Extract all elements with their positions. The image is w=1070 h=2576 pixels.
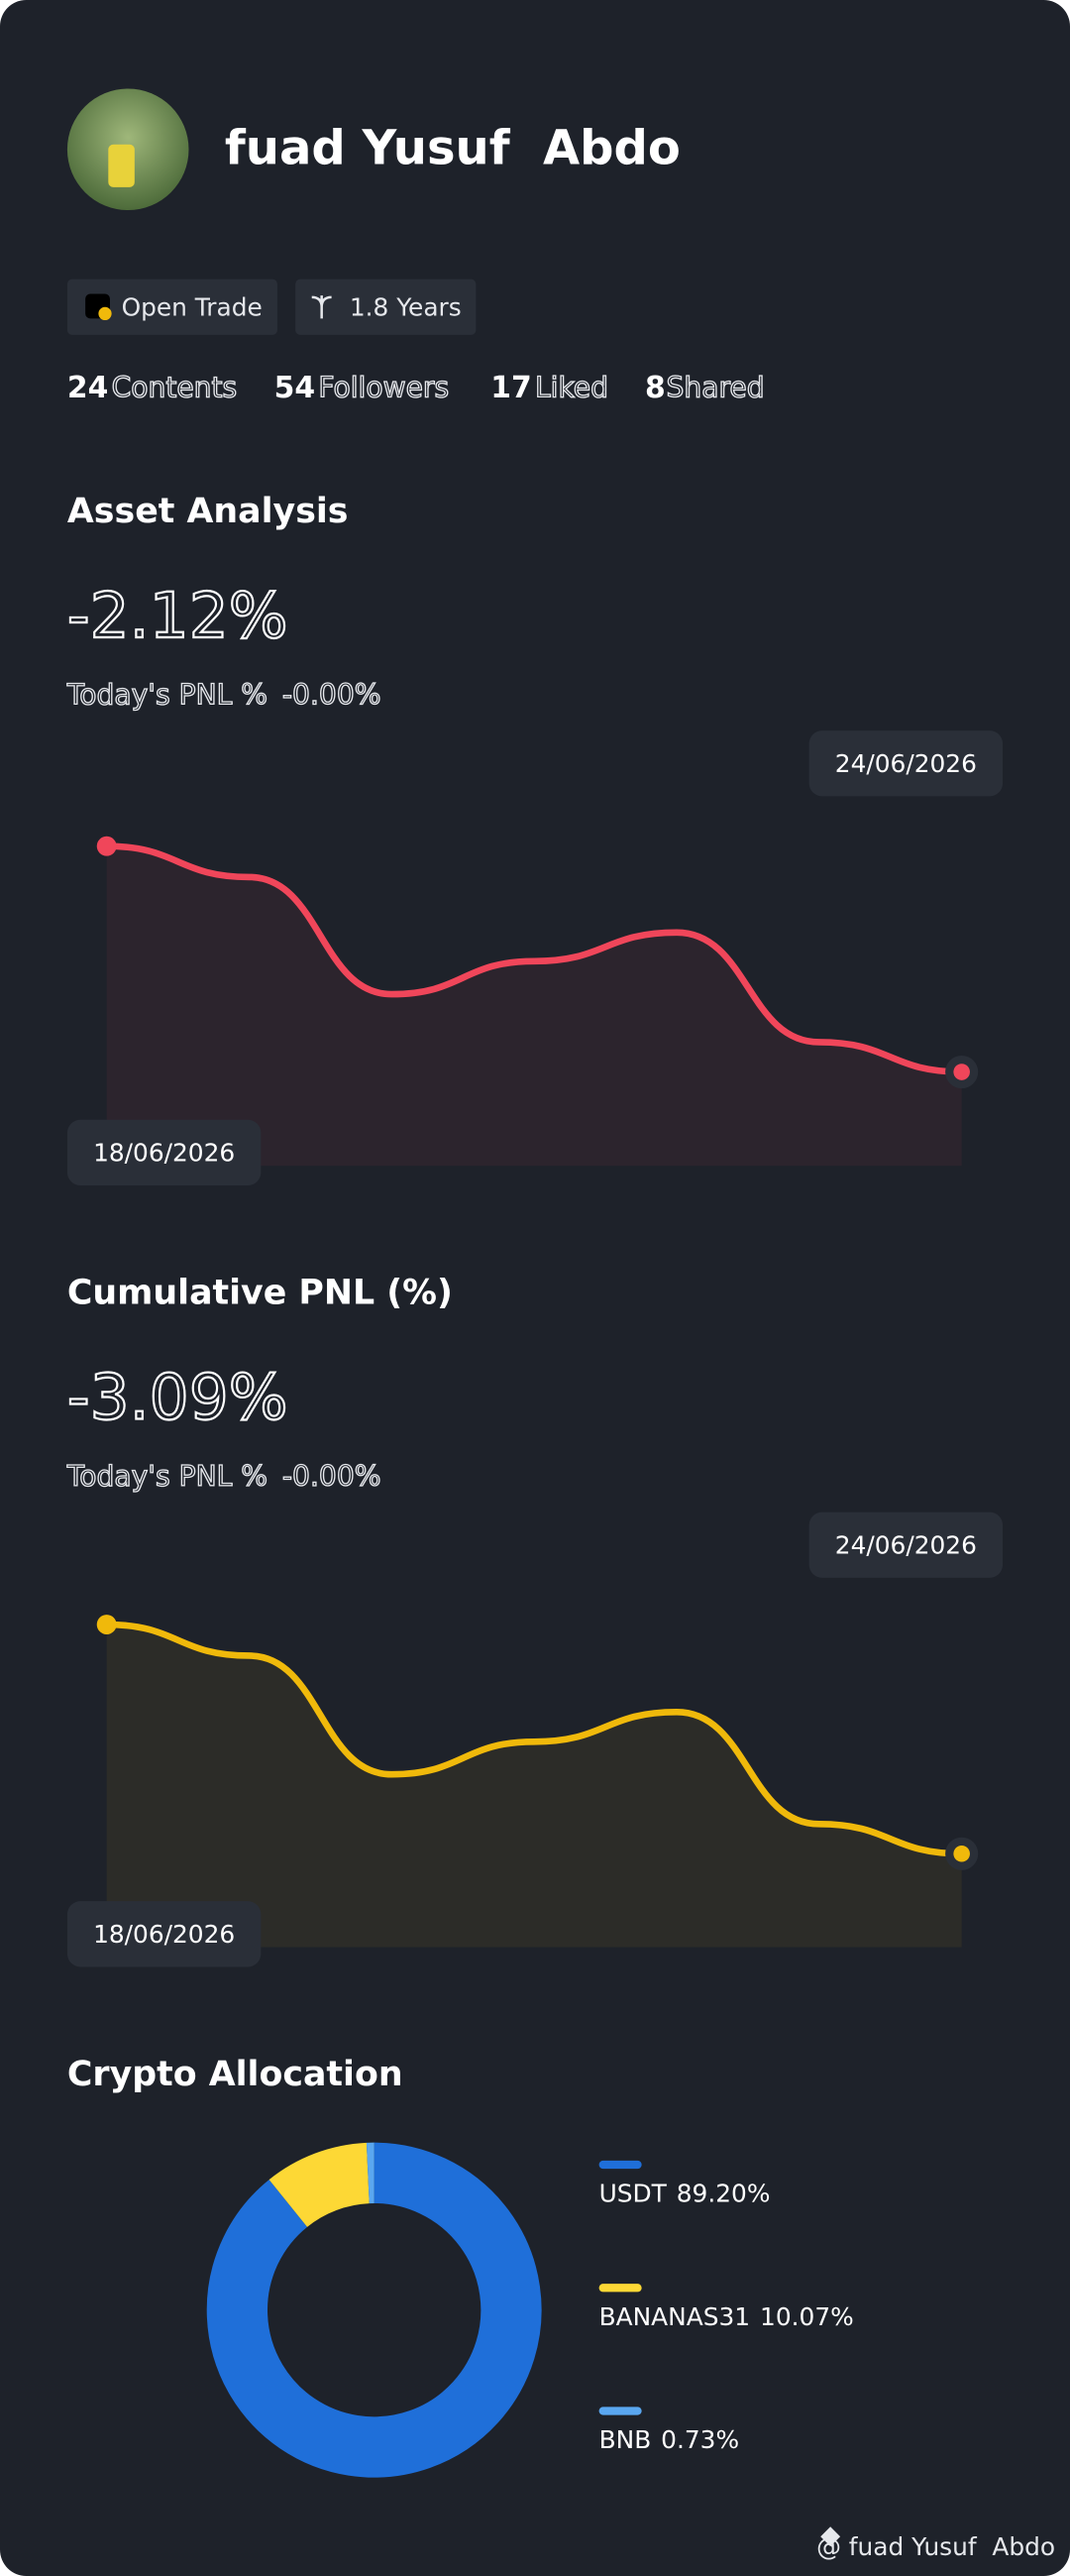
end-point bbox=[953, 1064, 970, 1080]
stat-label: Followers bbox=[318, 372, 449, 404]
area-fill bbox=[106, 1624, 962, 1948]
date-chip bbox=[66, 1901, 262, 1967]
stat-count: 54 bbox=[274, 371, 315, 405]
donut-segment bbox=[268, 2142, 371, 2228]
end-date: 24/06/2026 bbox=[835, 749, 977, 778]
legend-entry: BANANAS31 10.07% bbox=[599, 2302, 854, 2331]
tag-text: 1.8 Years bbox=[350, 292, 462, 321]
avatar-figure bbox=[108, 144, 135, 187]
stat-label: Contents bbox=[112, 372, 238, 404]
area-fill bbox=[106, 845, 962, 1167]
section-title: Crypto Allocation bbox=[67, 2055, 403, 2094]
date-chip bbox=[808, 1512, 1004, 1578]
user-name: fuad Yusuf Abdo bbox=[225, 120, 681, 175]
tag-icon bbox=[311, 295, 332, 319]
line bbox=[103, 842, 965, 1075]
headline-value: -2.12% bbox=[67, 580, 288, 652]
footer-text: @ fuad Yusuf Abdo bbox=[816, 2532, 1055, 2561]
legend-entry: USDT 89.20% bbox=[599, 2180, 771, 2208]
stat-label: Liked bbox=[535, 372, 608, 404]
legend-name: BNB bbox=[599, 2425, 652, 2454]
tag-chip bbox=[295, 279, 477, 335]
legend-name: USDT bbox=[599, 2180, 668, 2208]
stat-count: 24 bbox=[67, 371, 108, 405]
line bbox=[103, 1621, 965, 1857]
charts: Asset Analysis -2.12% Today's PNL % -0.00% 1… bbox=[65, 492, 1004, 2478]
pnl-label: Today's PNL % bbox=[66, 1460, 268, 1493]
headline-value: -3.09% bbox=[67, 1362, 288, 1434]
start-date: 18/06/2026 bbox=[93, 1139, 235, 1168]
pnl-value: -0.00% bbox=[282, 1460, 381, 1493]
legend-swatch bbox=[598, 2407, 642, 2415]
section-title: Asset Analysis bbox=[67, 492, 349, 531]
end-point bbox=[953, 1845, 970, 1862]
start-point bbox=[96, 1615, 117, 1634]
date-chip bbox=[66, 1119, 262, 1185]
legend-value: 10.07% bbox=[760, 2302, 854, 2331]
pnl-label: Today's PNL % bbox=[66, 678, 268, 711]
pnl-value: -0.00% bbox=[282, 678, 381, 711]
stat-label: Shared bbox=[667, 372, 765, 404]
end-date: 24/06/2026 bbox=[835, 1530, 977, 1559]
start-date: 18/06/2026 bbox=[93, 1920, 235, 1949]
legend-value: 0.73% bbox=[661, 2425, 739, 2454]
start-point bbox=[96, 836, 117, 856]
stat-count: 17 bbox=[490, 371, 531, 405]
tag-icon-badge bbox=[98, 306, 112, 321]
date-chip bbox=[808, 730, 1004, 797]
stat-count: 8 bbox=[645, 371, 666, 405]
tag-text: Open Trade bbox=[122, 292, 263, 321]
legend-swatch bbox=[598, 2160, 642, 2170]
stats-row: 24 Contents 54 Followers 17 Liked 8 Shared bbox=[67, 371, 765, 405]
legend-value: 89.20% bbox=[677, 2180, 771, 2208]
tag-chip bbox=[66, 279, 277, 335]
legend-name: BANANAS31 bbox=[599, 2302, 751, 2331]
legend-swatch bbox=[598, 2284, 642, 2293]
donut-segment bbox=[206, 2142, 542, 2478]
section-title: Cumulative PNL (%) bbox=[67, 1273, 453, 1312]
legend-entry: BNB 0.73% bbox=[599, 2425, 739, 2454]
